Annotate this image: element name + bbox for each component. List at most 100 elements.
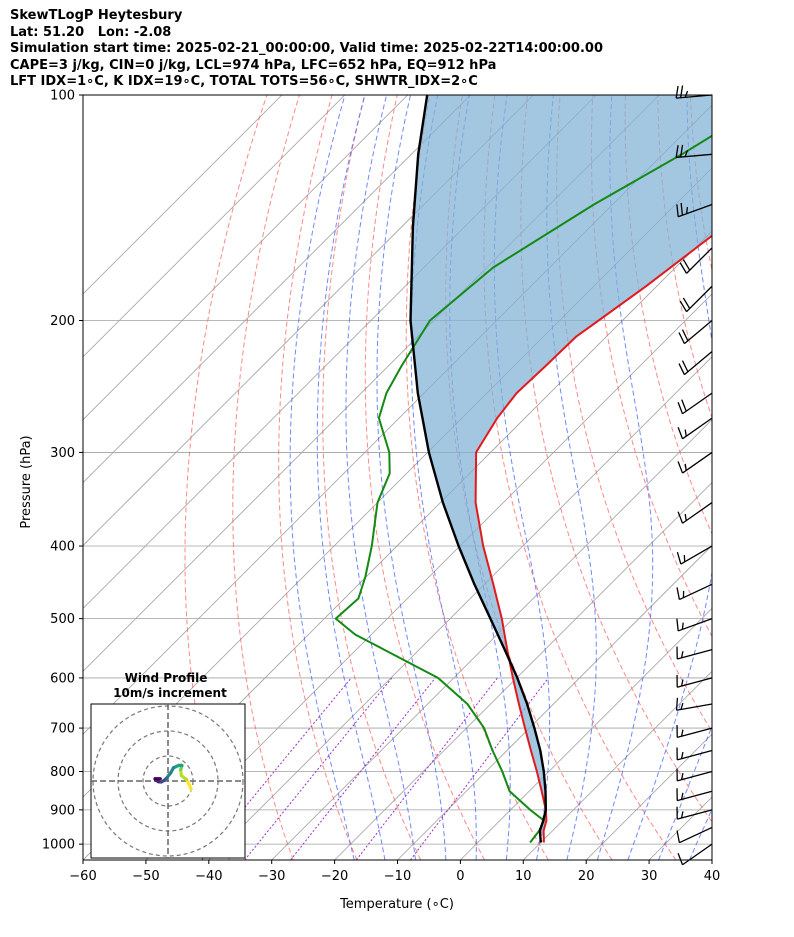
y-axis-label: Pressure (hPa) <box>19 435 34 528</box>
x-tick-label: −40 <box>195 869 222 884</box>
wind-barb <box>676 788 713 802</box>
wind-barb <box>676 202 713 218</box>
wind-barb <box>675 85 713 99</box>
wind-barb-shaft <box>677 203 713 218</box>
wind-barb <box>679 247 713 274</box>
isotherm-line <box>83 95 408 421</box>
wind-barb-feather <box>677 427 684 440</box>
wind-barb-shaft <box>677 790 713 802</box>
y-tick-label: 300 <box>50 446 75 461</box>
wind-barb-shaft <box>684 351 713 376</box>
mixing-ratio-line <box>201 677 352 860</box>
wind-barb-feather <box>681 329 689 342</box>
wind-barb <box>676 583 713 601</box>
wind-barb-shaft <box>679 583 713 601</box>
wind-barb-feather <box>680 811 684 819</box>
wind-barb-feather <box>679 144 684 158</box>
wind-barb-feather <box>678 363 686 375</box>
wind-barb-feather <box>681 360 689 373</box>
wind-barb-feather <box>676 587 681 600</box>
wind-barb <box>676 646 713 660</box>
moist-adiabat <box>720 95 794 860</box>
wind-barb-feather <box>682 297 691 309</box>
wind-barb-feather <box>680 202 684 216</box>
wind-barb <box>677 843 713 866</box>
wind-barb-feather <box>684 150 689 157</box>
wind-barb-shaft <box>676 94 713 99</box>
wind-barb-shaft <box>682 843 713 866</box>
wind-barb-feather <box>680 679 684 687</box>
wind-barb-feather <box>675 697 679 711</box>
hodograph-title: Wind Profile <box>125 671 208 685</box>
moist-adiabat <box>596 95 654 860</box>
moist-adiabat <box>376 95 447 860</box>
isotherm-line <box>208 356 712 860</box>
wind-barb-feather <box>678 332 686 344</box>
wind-barb <box>678 351 713 376</box>
wind-barb-feather <box>679 85 684 98</box>
y-tick-label: 600 <box>50 671 75 686</box>
wind-barb-feather <box>676 618 679 631</box>
x-tick-label: −50 <box>132 869 159 884</box>
parcel-profile <box>409 95 547 843</box>
wind-barb <box>677 392 713 415</box>
title-indices: LFT IDX=1∘C, K IDX=19∘C, TOTAL TOTS=56∘C… <box>10 74 478 89</box>
wind-barb-feather <box>676 204 679 217</box>
wind-barb-feather <box>682 259 691 271</box>
wind-barb-shaft <box>677 618 713 632</box>
x-tick-label: 0 <box>456 869 464 884</box>
wind-barb-shaft <box>676 153 713 159</box>
wind-barb-feather <box>677 511 684 524</box>
isotherm-line <box>83 95 471 484</box>
wind-barb <box>676 545 713 565</box>
wind-barb <box>675 697 713 711</box>
mixing-ratio-line <box>355 677 498 860</box>
wind-barb <box>678 320 713 345</box>
hodograph-subtitle: 10m/s increment <box>113 686 227 700</box>
dry-adiabat <box>756 95 794 860</box>
x-tick-label: 20 <box>578 869 595 884</box>
wind-barb-shaft <box>680 545 713 565</box>
y-tick-label: 700 <box>50 722 75 737</box>
wind-barb-feather <box>680 729 684 737</box>
isotherm-line <box>334 482 712 860</box>
isotherm-line <box>83 95 534 547</box>
wind-barb <box>675 144 713 159</box>
moist-adiabat <box>410 95 477 860</box>
wind-barb-feather <box>677 852 684 866</box>
wind-barb-feather <box>681 622 684 630</box>
wind-barb-feather <box>677 401 684 414</box>
wind-barb-feather <box>676 551 682 565</box>
moist-adiabat <box>289 95 355 860</box>
wind-barb-feather <box>679 262 688 274</box>
dry-adiabat <box>364 95 485 860</box>
wind-barb-feather <box>680 792 684 800</box>
wind-barb-shaft <box>676 703 713 711</box>
title-times: Simulation start time: 2025-02-21_00:00:… <box>10 41 603 56</box>
dry-adiabat <box>278 95 358 860</box>
wind-barb-shaft <box>677 648 713 660</box>
temperature-profile <box>474 234 712 843</box>
wind-barb-shaft <box>682 417 713 440</box>
wind-barb-shaft <box>682 392 713 415</box>
moist-adiabat <box>627 95 712 860</box>
y-tick-label: 800 <box>50 765 75 780</box>
dry-adiabat <box>322 95 422 860</box>
moist-adiabat <box>345 95 416 860</box>
y-tick-label: 400 <box>50 540 75 555</box>
mixing-ratio-line <box>409 677 549 860</box>
wind-barb-feather <box>677 461 684 474</box>
wind-barb-feather <box>680 751 684 759</box>
x-tick-label: 30 <box>641 869 658 884</box>
y-tick-label: 100 <box>50 89 75 104</box>
isotherm-line <box>397 544 712 860</box>
wind-barb <box>676 725 713 739</box>
chart-header: SkewTLogP Heytesbury Lat: 51.20 Lon: -2.0… <box>10 8 603 91</box>
wind-barb <box>679 285 713 313</box>
title-cape: CAPE=3 j/kg, CIN=0 j/kg, LCL=974 hPa, LF… <box>10 57 497 73</box>
wind-barb-shaft <box>677 727 713 739</box>
wind-barb-shaft <box>677 770 713 782</box>
wind-barb-feather <box>680 702 684 710</box>
isotherm-line <box>83 95 346 358</box>
dewpoint-profile <box>334 134 712 844</box>
